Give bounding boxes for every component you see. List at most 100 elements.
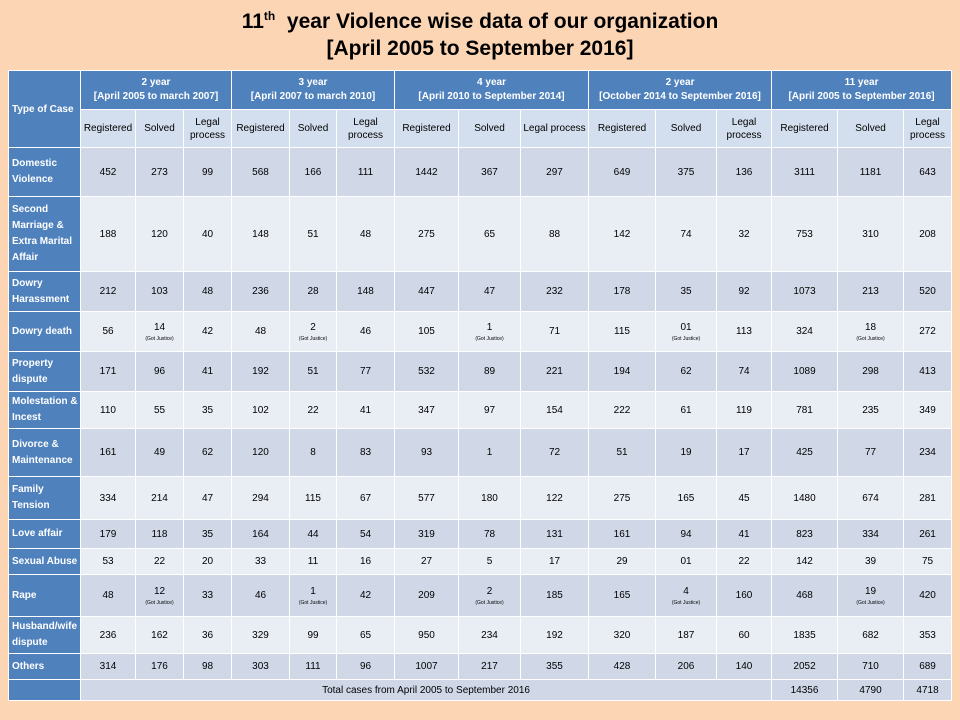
table-row: Rape 48 12 (Got Justice) 33 46 1 (Got Justice) 4… [8, 574, 953, 617]
cell-value: 272 [919, 326, 936, 337]
cell-value: 94 [680, 528, 692, 540]
table-cell: 36 [183, 616, 232, 654]
table-cell: 111 [336, 147, 395, 197]
cell-value: 161 [99, 447, 117, 458]
column-subheader: Legal process [519, 109, 590, 148]
total-row-spacer [8, 679, 81, 701]
table-cell: 1 (Got Justice) [458, 311, 521, 352]
table-cell: 275 [394, 196, 459, 272]
table-cell: 48 [231, 311, 290, 352]
table-cell: 41 [716, 519, 773, 549]
table-cell: 8 [289, 428, 337, 477]
table-cell: 56 [80, 311, 136, 352]
table-row: Molestation & Incest 110 55 35 102 22 41 347 97 1… [8, 391, 953, 429]
cell-value: 236 [252, 286, 269, 297]
cell-value: 120 [252, 447, 269, 458]
cell-value: 320 [613, 629, 631, 641]
cell-value: 27 [420, 556, 433, 567]
cell-value: 45 [738, 492, 750, 504]
cell-value: 781 [796, 404, 813, 416]
cell-value: 206 [677, 661, 695, 672]
table-cell: 303 [231, 653, 290, 680]
cell-value: 17 [738, 447, 750, 458]
table-cell: 781 [771, 391, 839, 429]
cell-value: 62 [680, 366, 692, 377]
cell-value: 18 [864, 321, 877, 333]
table-cell: 89 [458, 351, 521, 392]
cell-value: 62 [201, 447, 214, 458]
table-cell: 122 [519, 476, 590, 520]
table-cell: 22 [289, 391, 337, 429]
cell-value: 113 [736, 326, 752, 337]
case-type-label: Domestic Violence [8, 147, 81, 197]
table-cell: 188 [80, 196, 136, 272]
cell-value: 12 [153, 585, 166, 597]
cell-value: 22 [738, 556, 750, 567]
cell-value: 01 [680, 321, 692, 333]
cell-value: 420 [919, 590, 936, 601]
table-cell: 142 [588, 196, 657, 272]
cell-value: 297 [546, 166, 563, 178]
table-cell: 103 [135, 271, 184, 312]
cell-value: 22 [307, 404, 319, 416]
total-row: Total cases from April 2005 to September… [8, 679, 953, 701]
table-cell: 32 [716, 196, 773, 272]
table-cell: 950 [394, 616, 459, 654]
cell-value: 148 [252, 228, 269, 240]
case-type-label: Rape [8, 574, 81, 617]
table-cell: 98 [183, 653, 232, 680]
case-type-label: Dowry Harassment [8, 271, 81, 312]
cell-value: 823 [796, 528, 813, 540]
cell-value: 29 [616, 556, 628, 567]
table-cell: 180 [458, 476, 521, 520]
table-cell: 99 [183, 147, 232, 197]
case-type-label: Family Tension [8, 476, 81, 520]
table-cell: 413 [903, 351, 953, 392]
table-cell: 375 [655, 147, 718, 197]
cell-value: 334 [99, 492, 117, 504]
table-cell: 236 [80, 616, 136, 654]
period-range: [October 2014 to September 2016] [599, 91, 761, 102]
table-cell: 41 [336, 391, 395, 429]
title-line-2: [April 2005 to September 2016] [326, 37, 634, 60]
cell-value: 71 [548, 326, 561, 337]
table-cell: 2052 [771, 653, 839, 680]
table-cell: 355 [519, 653, 590, 680]
cell-value: 48 [254, 326, 267, 337]
title-number: 11 [241, 10, 264, 33]
period-range: [April 2010 to September 2014] [418, 91, 565, 102]
cell-value: 1073 [793, 286, 816, 297]
cell-value: 520 [919, 286, 936, 297]
table-cell: 77 [837, 428, 905, 477]
cell-value: 319 [418, 528, 435, 540]
cell-value: 53 [102, 556, 114, 567]
cell-value: 93 [420, 447, 433, 458]
table-cell: 54 [336, 519, 395, 549]
table-cell: 96 [135, 351, 184, 392]
cell-value: 115 [614, 326, 630, 337]
cell-value: 176 [151, 661, 168, 672]
cell-value: 48 [102, 590, 114, 601]
table-cell: 4 (Got Justice) [655, 574, 718, 617]
table-cell: 643 [903, 147, 953, 197]
cell-value: 165 [613, 590, 631, 601]
table-cell: 349 [903, 391, 953, 429]
table-cell: 161 [588, 519, 657, 549]
cell-value: 60 [738, 629, 750, 641]
cell-value: 51 [307, 366, 319, 377]
table-cell: 1181 [837, 147, 905, 197]
cell-value: 99 [307, 629, 319, 641]
table-cell: 74 [655, 196, 718, 272]
table-cell: 22 [716, 548, 773, 575]
cell-value: 452 [99, 166, 117, 178]
cell-value: 65 [483, 228, 496, 240]
period-group-header: 3 year [April 2007 to march 2010] [231, 70, 395, 110]
cell-value: 347 [418, 404, 435, 416]
table-cell: 334 [80, 476, 136, 520]
table-cell: 5 [458, 548, 521, 575]
table-cell: 176 [135, 653, 184, 680]
cell-value: 88 [548, 228, 561, 240]
period-range: [April 2005 to march 2007] [93, 91, 219, 102]
cell-value: 16 [359, 556, 372, 567]
table-row: Sexual Abuse 53 22 20 33 11 16 27 5 17 29 01 22 142 39… [8, 548, 953, 575]
